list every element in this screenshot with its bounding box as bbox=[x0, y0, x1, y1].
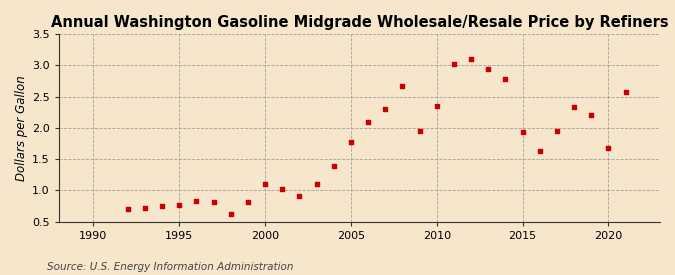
Point bbox=[551, 129, 562, 133]
Point bbox=[311, 181, 322, 186]
Point bbox=[466, 57, 477, 61]
Point bbox=[140, 206, 151, 210]
Point bbox=[173, 203, 184, 208]
Point bbox=[448, 62, 459, 66]
Point bbox=[431, 104, 442, 108]
Point bbox=[380, 107, 391, 111]
Point bbox=[517, 130, 528, 134]
Point bbox=[500, 77, 511, 81]
Point bbox=[328, 164, 339, 168]
Point bbox=[603, 146, 614, 150]
Point bbox=[260, 181, 271, 186]
Text: Source: U.S. Energy Information Administration: Source: U.S. Energy Information Administ… bbox=[47, 262, 294, 272]
Point bbox=[362, 119, 373, 124]
Point bbox=[294, 194, 305, 198]
Point bbox=[277, 186, 288, 191]
Point bbox=[208, 199, 219, 204]
Point bbox=[225, 211, 236, 216]
Point bbox=[242, 199, 253, 204]
Point bbox=[569, 104, 580, 109]
Title: Annual Washington Gasoline Midgrade Wholesale/Resale Price by Refiners: Annual Washington Gasoline Midgrade Whol… bbox=[51, 15, 668, 30]
Y-axis label: Dollars per Gallon: Dollars per Gallon bbox=[15, 75, 28, 181]
Point bbox=[346, 139, 356, 144]
Point bbox=[586, 113, 597, 117]
Point bbox=[620, 90, 631, 94]
Point bbox=[414, 129, 425, 133]
Point bbox=[483, 67, 493, 71]
Point bbox=[535, 149, 545, 153]
Point bbox=[122, 207, 133, 211]
Point bbox=[191, 199, 202, 203]
Point bbox=[157, 204, 167, 208]
Point bbox=[397, 84, 408, 88]
